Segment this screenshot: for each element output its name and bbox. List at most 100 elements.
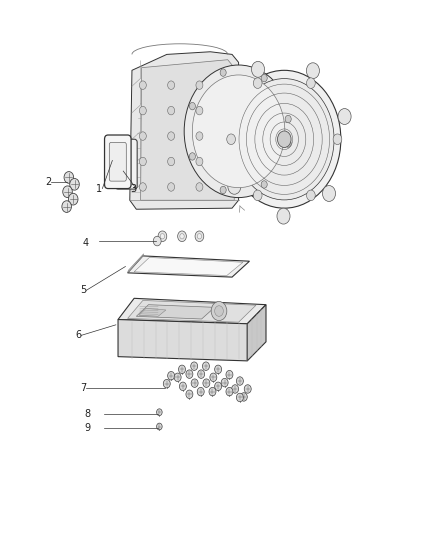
Circle shape	[196, 81, 203, 90]
Circle shape	[139, 81, 146, 90]
Circle shape	[240, 393, 247, 401]
Circle shape	[163, 379, 170, 388]
Circle shape	[307, 78, 315, 88]
Circle shape	[68, 193, 78, 205]
Text: 9: 9	[85, 423, 91, 433]
Circle shape	[196, 183, 203, 191]
Circle shape	[197, 387, 204, 396]
Circle shape	[210, 373, 217, 382]
Circle shape	[184, 65, 293, 198]
Circle shape	[220, 69, 226, 76]
Text: 2: 2	[45, 176, 51, 187]
Polygon shape	[127, 256, 250, 277]
Circle shape	[251, 61, 265, 77]
Circle shape	[209, 387, 216, 396]
Circle shape	[307, 190, 315, 200]
Circle shape	[244, 385, 251, 393]
Circle shape	[196, 107, 203, 115]
Circle shape	[168, 183, 175, 191]
Circle shape	[195, 231, 204, 241]
Circle shape	[189, 153, 195, 160]
Circle shape	[221, 378, 228, 387]
Circle shape	[63, 186, 72, 198]
Circle shape	[285, 140, 291, 147]
Circle shape	[227, 134, 236, 144]
Circle shape	[220, 186, 226, 193]
FancyBboxPatch shape	[110, 142, 126, 181]
Circle shape	[228, 179, 241, 194]
Circle shape	[196, 157, 203, 166]
Circle shape	[153, 236, 161, 246]
Polygon shape	[247, 305, 266, 361]
Circle shape	[234, 78, 334, 200]
Circle shape	[333, 134, 342, 144]
Circle shape	[278, 131, 291, 148]
Polygon shape	[134, 257, 243, 276]
Circle shape	[139, 183, 146, 191]
Polygon shape	[127, 254, 144, 273]
Circle shape	[191, 362, 198, 370]
Circle shape	[228, 70, 341, 208]
Circle shape	[64, 172, 74, 183]
Circle shape	[285, 115, 291, 123]
Text: 3: 3	[130, 183, 136, 193]
Circle shape	[179, 365, 185, 374]
Circle shape	[180, 382, 186, 391]
Text: 6: 6	[75, 330, 81, 341]
Circle shape	[186, 370, 193, 378]
Circle shape	[253, 190, 262, 200]
Circle shape	[186, 390, 193, 399]
Circle shape	[168, 372, 175, 380]
Text: 1: 1	[96, 183, 102, 193]
Circle shape	[139, 132, 146, 140]
Circle shape	[158, 231, 167, 241]
FancyBboxPatch shape	[116, 139, 137, 189]
Text: 8: 8	[85, 409, 91, 419]
Polygon shape	[127, 301, 256, 322]
Circle shape	[232, 385, 239, 393]
Circle shape	[191, 379, 198, 387]
Circle shape	[160, 233, 165, 239]
Circle shape	[211, 302, 227, 320]
Polygon shape	[139, 309, 166, 317]
Circle shape	[180, 233, 184, 239]
Circle shape	[168, 132, 175, 140]
Circle shape	[157, 409, 162, 416]
Circle shape	[277, 208, 290, 224]
Circle shape	[215, 382, 222, 391]
Text: 7: 7	[80, 383, 86, 393]
Circle shape	[192, 75, 285, 188]
Text: 5: 5	[80, 285, 86, 295]
Circle shape	[139, 157, 146, 166]
Circle shape	[189, 102, 195, 110]
Circle shape	[202, 362, 209, 370]
Circle shape	[306, 63, 319, 79]
Circle shape	[168, 157, 175, 166]
Polygon shape	[130, 52, 239, 209]
Circle shape	[215, 306, 223, 317]
Circle shape	[261, 181, 267, 188]
Polygon shape	[141, 60, 234, 200]
Circle shape	[226, 387, 233, 396]
Circle shape	[237, 377, 244, 385]
Polygon shape	[118, 298, 266, 324]
Circle shape	[197, 233, 201, 239]
Circle shape	[215, 365, 222, 374]
Circle shape	[322, 185, 336, 201]
Polygon shape	[136, 305, 215, 319]
Circle shape	[62, 201, 71, 213]
FancyBboxPatch shape	[105, 135, 131, 189]
Circle shape	[196, 132, 203, 140]
Circle shape	[261, 75, 267, 82]
Circle shape	[70, 179, 79, 190]
Circle shape	[226, 370, 233, 379]
Circle shape	[168, 107, 175, 115]
Circle shape	[157, 423, 162, 430]
Circle shape	[168, 81, 175, 90]
Circle shape	[139, 107, 146, 115]
Circle shape	[178, 231, 186, 241]
Text: 4: 4	[82, 238, 88, 248]
Circle shape	[338, 109, 351, 125]
Circle shape	[174, 373, 181, 382]
Circle shape	[237, 393, 244, 402]
